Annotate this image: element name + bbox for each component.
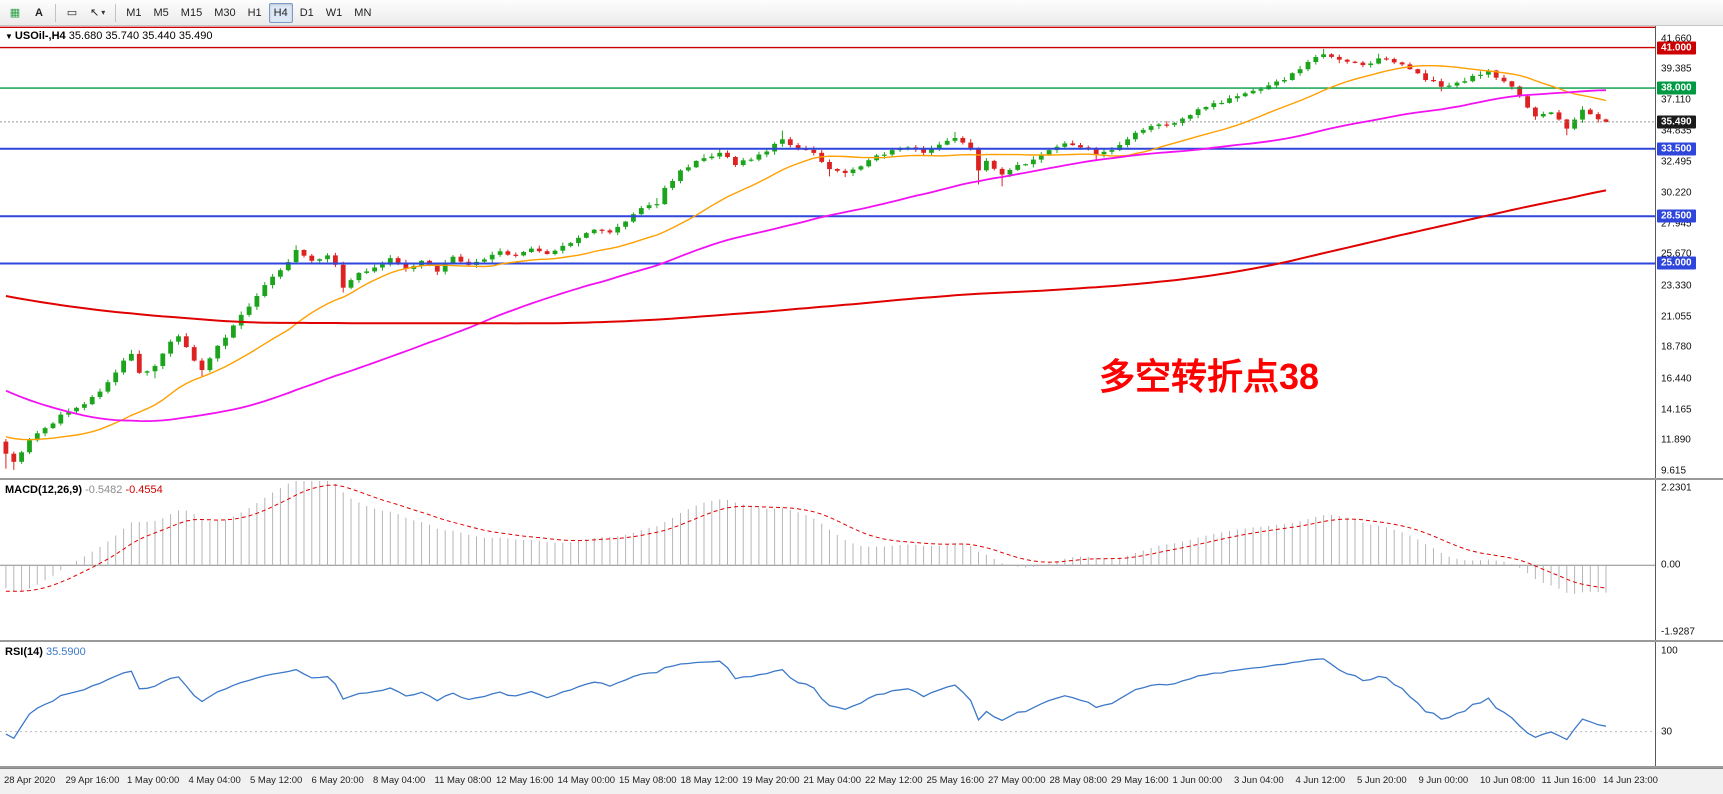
price-tick: 34.835: [1661, 125, 1692, 137]
price-level-badge: 28.500: [1657, 209, 1696, 223]
macd-tick: 2.2301: [1661, 482, 1692, 494]
rsi-tick: 30: [1661, 726, 1673, 738]
time-label: 25 May 16:00: [926, 775, 985, 786]
time-label: 29 May 16:00: [1111, 775, 1169, 786]
candlestick-chart[interactable]: [0, 26, 1655, 478]
macd-tick: 0.00: [1661, 559, 1681, 571]
timeframe-button-h1[interactable]: H1: [247, 6, 262, 19]
time-label: 5 Jun 20:00: [1357, 775, 1407, 786]
macd-chart: [0, 481, 1655, 594]
price-chart-panel[interactable]: 41.660 39.385 37.110 34.835 32.495 30.220 27.9…: [0, 26, 1723, 480]
time-label: 5 May 12:00: [250, 775, 303, 786]
price-tick: 32.495: [1661, 156, 1692, 168]
time-label: 14 May 00:00: [557, 775, 616, 786]
rsi-value: 35.5900: [45, 646, 86, 658]
time-label: 4 May 04:00: [188, 775, 241, 786]
chart-dropdown-icon[interactable]: ▼: [5, 32, 13, 41]
rsi-name: RSI(14): [5, 646, 43, 658]
macd-signal-value: -0.4554: [125, 484, 163, 496]
chart-title: ▼ USOil-,H4 35.680 35.740 35.440 35.490: [5, 30, 212, 42]
time-label: 11 May 08:00: [434, 775, 492, 786]
price-tick: 41.660: [1661, 33, 1692, 45]
ohlc-values: 35.680 35.740 35.440 35.490: [68, 30, 213, 42]
time-axis[interactable]: 28 Apr 2020 29 Apr 16:00 1 May 00:00 4 May …: [0, 768, 1723, 794]
timeframe-button-m30[interactable]: M30: [214, 6, 236, 19]
charts-grid-icon[interactable]: ▦: [9, 7, 21, 19]
price-tick: 16.440: [1661, 373, 1692, 385]
macd-tick: -1.9287: [1661, 626, 1695, 638]
price-tick: 37.110: [1661, 94, 1691, 106]
time-label: 8 May 04:00: [373, 775, 426, 786]
bid-price-badge: 35.490: [1657, 115, 1696, 129]
price-tick: 9.615: [1661, 465, 1687, 477]
toolbar-separator: [115, 3, 117, 22]
price-tick: 25.670: [1661, 248, 1692, 260]
time-label: 1 Jun 00:00: [1172, 775, 1223, 786]
macd-main-value: -0.5482: [85, 484, 123, 496]
rsi-chart: [0, 658, 1655, 741]
time-label: 6 May 20:00: [311, 775, 364, 786]
time-label: 21 May 04:00: [803, 775, 862, 786]
timeframe-button-m5[interactable]: M5: [153, 6, 169, 19]
price-tick: 11.890: [1661, 434, 1691, 446]
price-level-badge: 38.000: [1657, 81, 1696, 95]
time-label: 15 May 08:00: [619, 775, 677, 786]
time-label: 28 Apr 2020: [4, 775, 56, 786]
price-tick: 14.165: [1661, 404, 1692, 416]
price-tick: 39.385: [1661, 63, 1692, 75]
time-label: 28 May 08:00: [1049, 775, 1108, 786]
timeframe-button-h4[interactable]: H4: [268, 2, 293, 23]
object-box-icon[interactable]: ▭: [66, 7, 78, 19]
price-level-badge: 41.000: [1657, 41, 1696, 55]
time-label: 11 Jun 16:00: [1541, 775, 1596, 786]
symbol-period-label: USOil-,H4: [14, 30, 66, 42]
time-label: 29 Apr 16:00: [65, 775, 120, 786]
time-label: 3 Jun 04:00: [1234, 775, 1284, 786]
rsi-scale: 100 30: [1655, 642, 1723, 766]
time-label: 19 May 20:00: [742, 775, 800, 786]
annotation-text[interactable]: 多空转折点38: [1099, 356, 1320, 397]
cursor-tool-button[interactable]: ↖ ▾: [90, 7, 106, 19]
toolbar: ▦ A ▭ ↖ ▾ M1 M5 M15 M30 H1 H4 D1 W1 MN: [0, 0, 1723, 26]
time-label: 12 May 16:00: [496, 775, 554, 786]
macd-panel[interactable]: 2.2301 0.00 -1.9287 MACD(12,26,9) -0.5482 …: [0, 480, 1723, 642]
price-tick: 27.945: [1661, 218, 1692, 230]
rsi-tick: 100: [1661, 645, 1678, 657]
time-label: 4 Jun 12:00: [1295, 775, 1346, 786]
timeframe-button-d1[interactable]: D1: [299, 6, 314, 19]
price-level-badge: 33.500: [1657, 142, 1696, 156]
text-annotation-button[interactable]: A: [35, 6, 43, 19]
price-tick: 18.780: [1661, 341, 1692, 353]
macd-scale: 2.2301 0.00 -1.9287: [1655, 480, 1723, 640]
rsi-label: RSI(14) 35.5900: [5, 646, 86, 658]
price-tick: 21.055: [1661, 311, 1692, 323]
time-label: 27 May 00:00: [988, 775, 1046, 786]
macd-name: MACD(12,26,9): [5, 484, 83, 496]
time-label: 14 Jun 23:00: [1603, 775, 1658, 786]
price-tick: 30.220: [1661, 187, 1692, 199]
macd-label: MACD(12,26,9) -0.5482 -0.4554: [5, 484, 163, 496]
timeframe-button-m15[interactable]: M15: [180, 6, 203, 19]
price-tick: 23.330: [1661, 280, 1692, 292]
time-label: 10 Jun 08:00: [1480, 775, 1535, 786]
time-label: 1 May 00:00: [127, 775, 180, 786]
toolbar-separator: [55, 3, 56, 22]
time-label: 18 May 12:00: [680, 775, 739, 786]
timeframe-button-w1[interactable]: W1: [325, 6, 343, 19]
price-level-badge: 25.000: [1657, 256, 1696, 270]
time-label: 22 May 12:00: [865, 775, 923, 786]
price-scale[interactable]: 41.660 39.385 37.110 34.835 32.495 30.220 27.9…: [1655, 26, 1723, 478]
time-label: 9 Jun 00:00: [1418, 775, 1469, 786]
timeframe-button-mn[interactable]: MN: [354, 6, 372, 19]
chevron-down-icon: ▾: [101, 8, 106, 17]
timeframe-button-m1[interactable]: M1: [126, 6, 142, 19]
rsi-panel[interactable]: 100 30 RSI(14) 35.5900: [0, 642, 1723, 768]
